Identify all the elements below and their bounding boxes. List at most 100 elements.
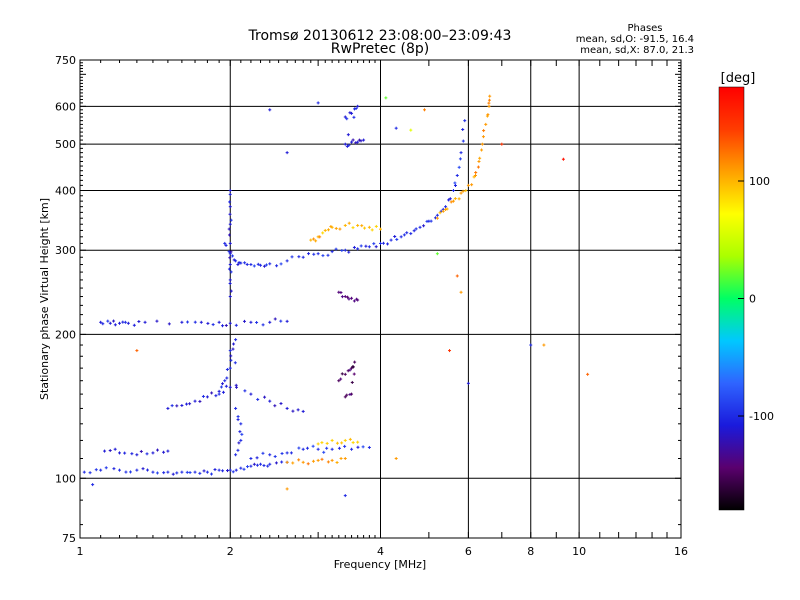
- echo-point: [348, 392, 352, 396]
- echo-point: [118, 451, 122, 455]
- echo-point: [353, 360, 357, 364]
- stats-line-o: mean, sd,O: -91.5, 16.4: [576, 34, 694, 45]
- echo-point: [445, 207, 449, 211]
- echo-point: [151, 451, 155, 455]
- echo-point: [280, 452, 284, 456]
- echo-point: [180, 403, 184, 407]
- echo-point: [405, 231, 409, 235]
- echo-point: [227, 267, 231, 271]
- echo-point: [285, 406, 289, 410]
- echo-point: [394, 126, 398, 130]
- echo-point: [316, 101, 320, 105]
- echo-point: [455, 173, 459, 177]
- echo-point: [268, 453, 272, 457]
- echo-point: [234, 323, 238, 327]
- echo-point: [326, 228, 330, 232]
- echo-point: [205, 395, 209, 399]
- echo-point: [459, 191, 463, 195]
- echo-point: [312, 237, 316, 241]
- y-axis: 75 100 200 300 400 500 600 750: [55, 54, 681, 545]
- echo-point: [451, 188, 455, 192]
- echo-point: [343, 456, 347, 460]
- echo-point: [223, 241, 227, 245]
- echo-point: [223, 379, 227, 383]
- echo-point: [362, 138, 366, 142]
- echo-point: [409, 128, 413, 132]
- echo-point: [217, 392, 221, 396]
- echo-point: [273, 317, 277, 321]
- echo-point: [487, 104, 491, 108]
- echo-point: [228, 468, 232, 472]
- echo-point: [279, 319, 283, 323]
- echo-point: [461, 189, 465, 193]
- echo-point: [155, 471, 159, 475]
- echo-point: [91, 483, 95, 487]
- echo-point: [145, 452, 149, 456]
- echo-point: [343, 295, 347, 299]
- echo-point: [343, 438, 347, 442]
- echo-point: [199, 320, 203, 324]
- echo-point: [224, 323, 228, 327]
- echo-point: [228, 222, 232, 226]
- echo-point: [213, 468, 217, 472]
- echo-point: [334, 226, 338, 230]
- echo-point: [256, 397, 260, 401]
- echo-point: [343, 444, 347, 448]
- echo-point: [340, 295, 344, 299]
- echo-point: [343, 142, 347, 146]
- echo-point: [228, 256, 232, 260]
- echo-point: [316, 252, 320, 256]
- echo-point: [228, 200, 232, 204]
- echo-point: [185, 470, 189, 474]
- echo-point: [242, 319, 246, 323]
- echo-point: [318, 235, 322, 239]
- echo-point: [101, 322, 105, 326]
- echo-point: [464, 189, 468, 193]
- echo-point: [290, 255, 294, 259]
- echo-point: [166, 449, 170, 453]
- echo-point: [228, 366, 232, 370]
- echo-point: [242, 467, 246, 471]
- echo-point: [321, 231, 325, 235]
- echo-point: [316, 442, 320, 446]
- echo-point: [325, 441, 329, 445]
- echo-point: [112, 467, 116, 471]
- echo-point: [356, 247, 360, 251]
- echo-point: [262, 264, 266, 268]
- echo-point: [347, 297, 351, 301]
- echo-point: [301, 460, 305, 464]
- echo-point: [412, 229, 416, 233]
- echo-point: [356, 104, 360, 108]
- echo-point: [337, 379, 341, 383]
- echo-point: [202, 469, 206, 473]
- echo-point: [301, 255, 305, 259]
- echo-point: [480, 142, 484, 146]
- echo-point: [135, 453, 139, 457]
- echo-point: [228, 192, 232, 196]
- echo-point: [466, 183, 470, 187]
- echo-point: [335, 460, 339, 464]
- echo-point: [238, 430, 242, 434]
- echo-point: [307, 252, 311, 256]
- echo-point: [188, 471, 192, 475]
- echo-point: [236, 418, 240, 422]
- colorbar-tick-label: 100: [749, 175, 770, 188]
- echo-point: [210, 391, 214, 395]
- echo-point: [330, 438, 334, 442]
- echo-point: [347, 143, 351, 147]
- echo-point: [330, 225, 334, 229]
- echo-point: [236, 448, 240, 452]
- echo-point: [463, 119, 467, 123]
- echo-point: [453, 181, 457, 185]
- echo-point: [345, 117, 349, 121]
- echo-point: [352, 245, 356, 249]
- echo-point: [350, 380, 354, 384]
- echo-point: [82, 470, 86, 474]
- echo-point: [473, 173, 477, 177]
- echo-point: [235, 385, 239, 389]
- echo-point: [228, 385, 232, 389]
- echo-point: [198, 471, 202, 475]
- echo-point: [167, 322, 171, 326]
- echo-point: [311, 444, 315, 448]
- y-tick-label: 600: [55, 100, 76, 113]
